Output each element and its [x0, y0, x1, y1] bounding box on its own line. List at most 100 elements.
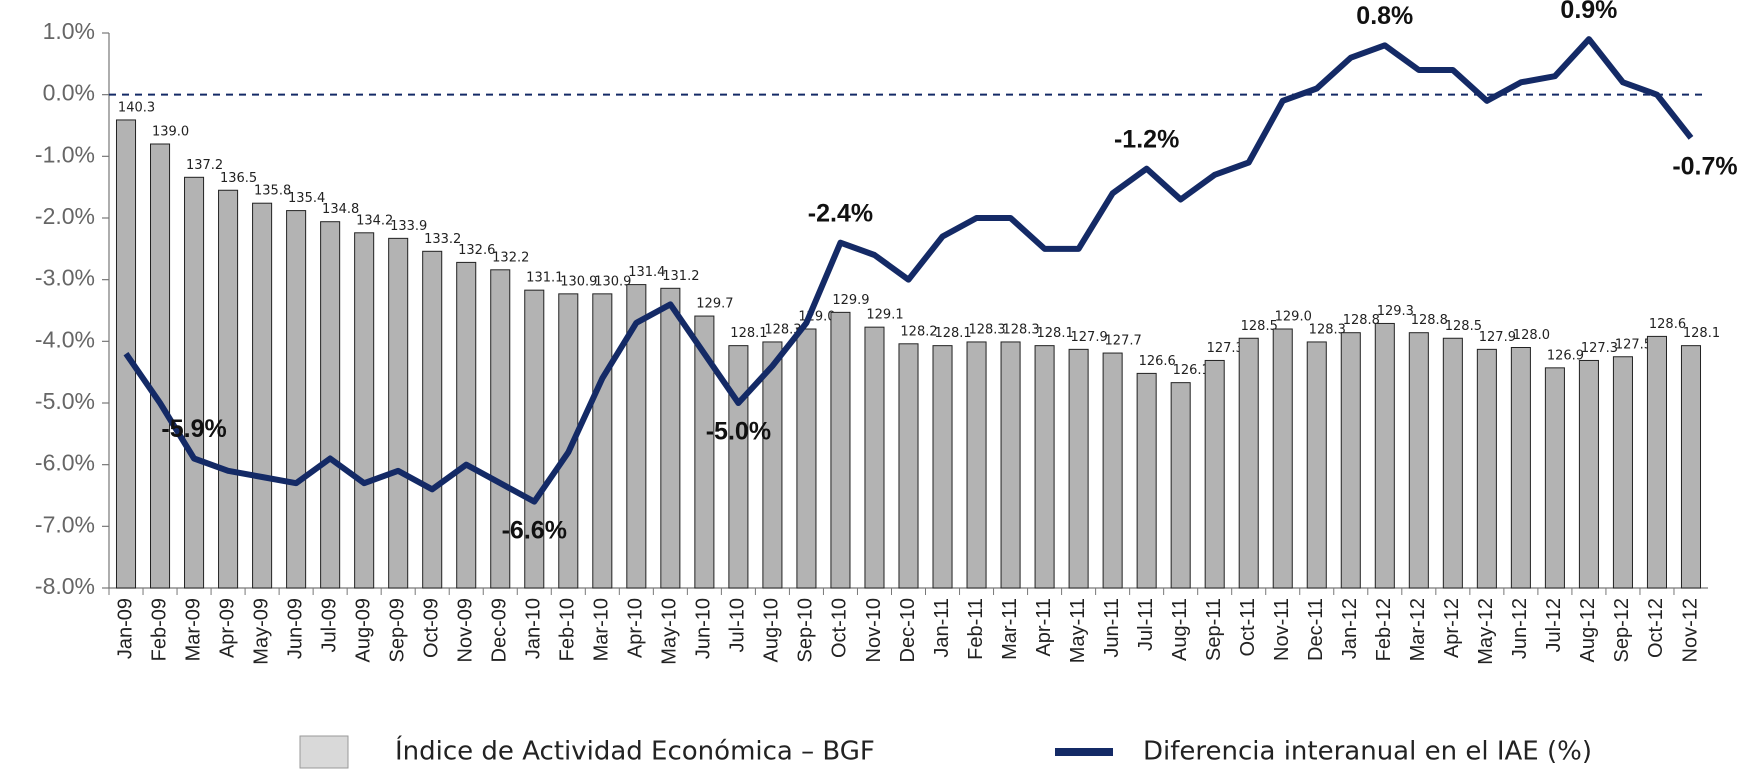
bar-label: 129.0	[1275, 310, 1312, 325]
bar-label: 127.3	[1581, 341, 1618, 356]
legend-label: Índice de Actividad Económica – BGF	[395, 735, 875, 767]
bar-label: 135.4	[288, 191, 325, 206]
x-tick-label: Aug-09	[352, 598, 374, 663]
y-tick-label: -6.0%	[35, 450, 95, 476]
bar-label: 128.3	[764, 322, 801, 337]
bar	[1612, 356, 1633, 589]
bar	[1646, 335, 1667, 589]
bar-label: 136.5	[220, 171, 257, 186]
bar-label: 133.2	[424, 232, 461, 247]
bar	[592, 293, 613, 589]
bar	[660, 287, 681, 589]
bar-label: 139.0	[152, 125, 189, 140]
bar	[218, 189, 239, 589]
bar	[932, 345, 953, 589]
x-tick-label: Jun-10	[693, 598, 715, 659]
y-tick-label: 1.0%	[43, 18, 95, 44]
bar-label: 132.2	[492, 250, 529, 265]
x-tick-label: Oct-09	[420, 598, 442, 658]
y-tick-label: -5.0%	[35, 388, 95, 414]
x-tick-label: Jun-09	[284, 598, 306, 659]
bar-label: 131.1	[526, 271, 563, 286]
x-tick-label: Aug-11	[1169, 598, 1191, 661]
bar	[1544, 367, 1565, 589]
bar	[184, 176, 205, 589]
bar-label: 128.1	[934, 326, 971, 341]
legend-swatch	[299, 735, 349, 769]
x-tick-label: Mar-09	[182, 598, 204, 661]
bar-label: 131.4	[628, 265, 665, 280]
y-tick-label: 0.0%	[43, 80, 95, 106]
data-label: 0.8%	[1356, 2, 1413, 30]
x-tick-label: Jan-09	[114, 598, 136, 659]
x-tick-label: Jul-11	[1135, 598, 1157, 651]
bar-label: 128.5	[1445, 319, 1482, 334]
bar-label: 127.7	[1105, 334, 1142, 349]
bar	[796, 328, 817, 589]
data-label: 0.9%	[1560, 0, 1617, 24]
x-tick-label: Feb-10	[557, 598, 579, 661]
x-tick-label: Mar-11	[999, 598, 1021, 660]
bar	[1442, 337, 1463, 589]
bar-label: 128.3	[968, 322, 1005, 337]
bar	[830, 311, 851, 589]
x-tick-label: Sep-09	[386, 598, 408, 663]
data-label: -5.9%	[161, 415, 226, 443]
x-tick-label: Jun-11	[1101, 598, 1123, 658]
bar-label: 137.2	[186, 158, 223, 173]
bar	[150, 143, 171, 589]
bar	[456, 261, 477, 589]
bar	[1680, 345, 1702, 589]
data-label: -1.2%	[1114, 125, 1179, 153]
bar	[490, 269, 511, 589]
x-tick-label: May-10	[659, 598, 681, 665]
bar-label: 128.1	[730, 326, 767, 341]
x-tick-label: Jan-12	[1339, 598, 1361, 659]
x-tick-label: Nov-11	[1271, 598, 1293, 661]
bar	[252, 202, 273, 589]
bar	[354, 232, 375, 589]
x-tick-label: Aug-10	[761, 598, 783, 663]
x-tick-label: Jul-10	[727, 598, 749, 652]
bar	[1238, 337, 1259, 589]
y-tick-label: -1.0%	[35, 141, 95, 167]
bar-label: 127.3	[1207, 341, 1244, 356]
bar-label: 128.3	[1002, 322, 1039, 337]
bar-label: 126.1	[1173, 363, 1210, 378]
x-tick-label: Nov-10	[863, 598, 885, 662]
x-tick-label: Oct-11	[1237, 598, 1259, 657]
bar	[388, 237, 409, 589]
bar-label: 127.9	[1479, 330, 1516, 345]
bar-label: 128.3	[1309, 322, 1346, 337]
x-tick-label: Oct-10	[829, 598, 851, 658]
data-label: -2.4%	[808, 199, 873, 227]
bar	[422, 250, 443, 589]
bar-label: 129.1	[866, 308, 903, 323]
bar	[1476, 348, 1497, 589]
x-tick-label: Apr-11	[1033, 598, 1055, 657]
data-label: -5.0%	[706, 418, 771, 446]
bar	[1034, 345, 1055, 589]
x-tick-label: Apr-10	[625, 598, 647, 658]
bar	[626, 284, 647, 589]
bar	[558, 293, 579, 589]
bar-label: 135.8	[254, 184, 291, 199]
bar-label: 133.9	[390, 219, 427, 234]
x-tick-label: Jul-09	[318, 598, 340, 652]
y-tick-label: -2.0%	[35, 203, 95, 229]
x-tick-label: Feb-11	[965, 598, 987, 660]
x-tick-label: Mar-12	[1407, 598, 1429, 661]
x-tick-label: Jul-12	[1543, 598, 1565, 652]
x-tick-label: Jan-10	[523, 598, 545, 659]
bar-label: 130.9	[560, 274, 597, 289]
data-label: -6.6%	[502, 516, 567, 544]
bar	[728, 345, 749, 589]
bar-label: 126.6	[1139, 354, 1176, 369]
data-label: -0.7%	[1672, 152, 1737, 180]
y-tick-label: -8.0%	[35, 573, 95, 599]
x-tick-label: Sep-10	[795, 598, 817, 663]
legend-label: Diferencia interanual en el IAE (%)	[1143, 737, 1592, 767]
line	[123, 36, 1694, 505]
bar-label: 126.9	[1547, 348, 1584, 363]
x-tick-label: Dec-10	[897, 598, 919, 662]
